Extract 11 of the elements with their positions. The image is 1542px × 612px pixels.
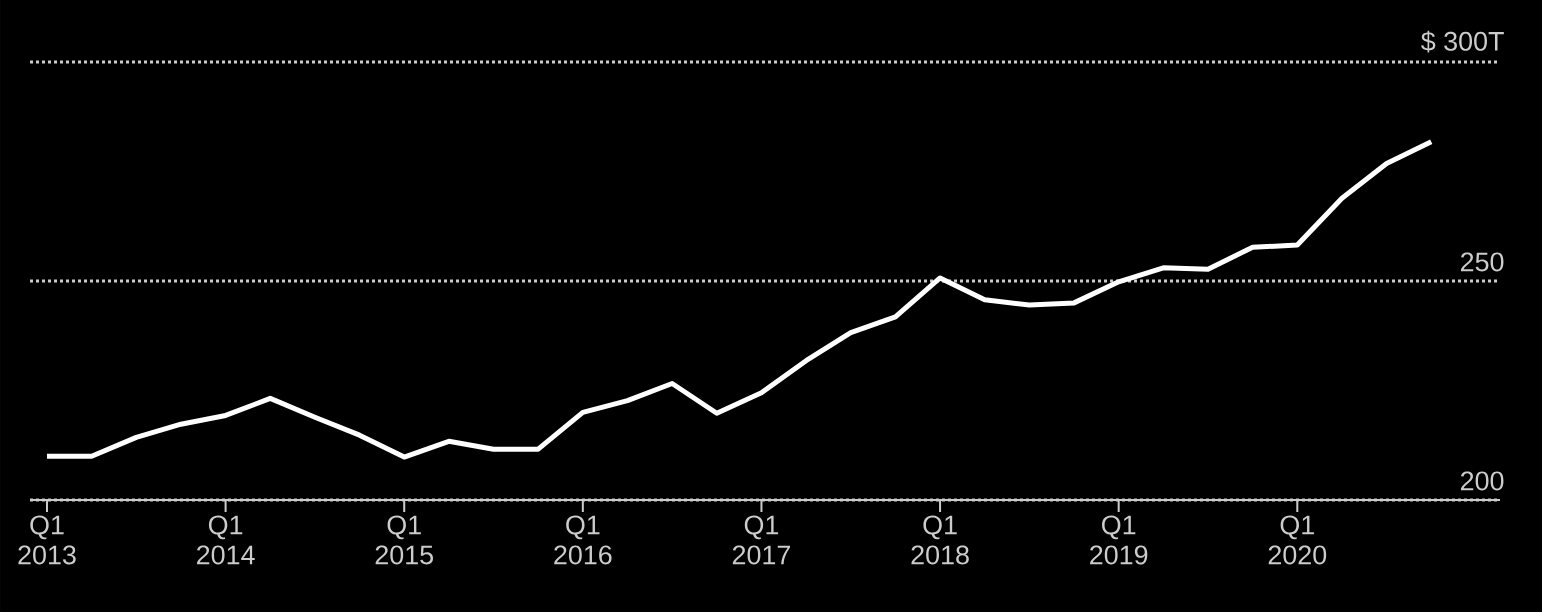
x-tick-label: Q1 2013: [18, 515, 76, 565]
x-tick-label: Q1 2019: [1090, 515, 1148, 565]
x-tick-label: Q1 2018: [911, 515, 969, 565]
y-tick-label: $ 300T: [1421, 30, 1504, 53]
x-tick-label: Q1 2017: [732, 515, 790, 565]
x-tick-label: Q1 2016: [554, 515, 612, 565]
y-tick-label: 200: [1460, 471, 1504, 491]
x-tick-label: Q1 2014: [197, 515, 255, 565]
x-tick-label: Q1 2015: [375, 515, 433, 565]
y-tick-label: 250: [1460, 252, 1504, 272]
x-tick-label: Q1 2020: [1268, 515, 1327, 565]
